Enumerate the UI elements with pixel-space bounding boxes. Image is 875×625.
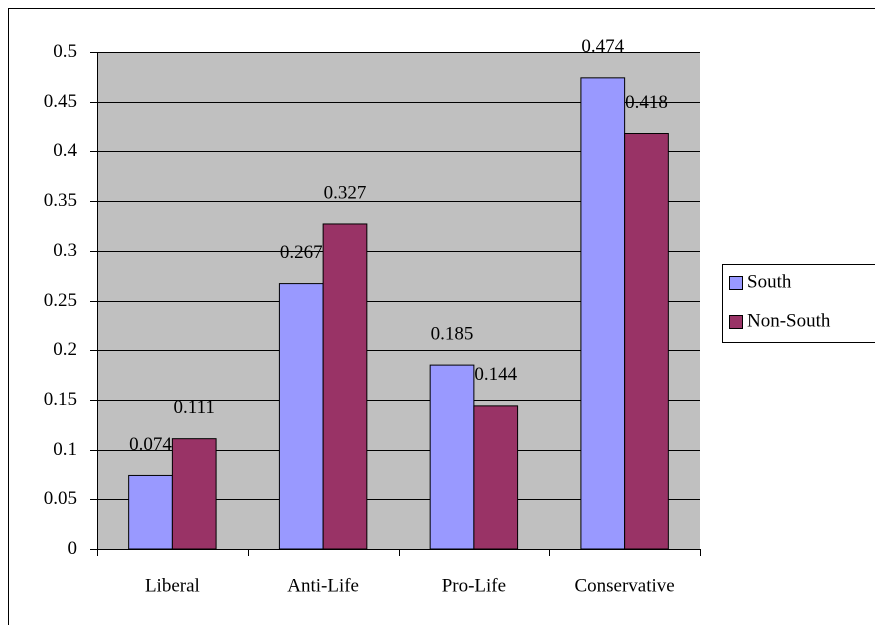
value-label: 0.185: [431, 323, 474, 344]
x-tick-label: Liberal: [145, 575, 200, 596]
value-label: 0.111: [174, 397, 215, 418]
bar: [429, 364, 475, 550]
bar: [580, 77, 626, 550]
bar: [322, 223, 368, 550]
value-label: 0.418: [625, 92, 668, 113]
x-tick-label: Conservative: [574, 575, 674, 596]
value-label: 0.144: [474, 364, 517, 385]
bar: [128, 474, 173, 550]
y-tick-label: 0.4: [53, 140, 77, 161]
y-tick-label: 0: [68, 538, 78, 559]
value-label: 0.327: [324, 182, 367, 203]
x-tick-label: Pro-Life: [442, 575, 506, 596]
legend-box: [722, 264, 875, 343]
y-tick-label: 0.2: [53, 339, 77, 360]
y-tick-label: 0.35: [44, 190, 77, 211]
legend-swatch: [729, 276, 743, 290]
x-tick-label: Anti-Life: [287, 575, 359, 596]
y-tick-label: 0.1: [53, 439, 77, 460]
y-tick-label: 0.5: [53, 41, 77, 62]
bar: [278, 283, 324, 550]
y-tick-label: 0.05: [44, 488, 77, 509]
value-label: 0.074: [129, 434, 172, 455]
bar: [171, 438, 217, 550]
y-tick-label: 0.3: [53, 240, 77, 261]
legend-swatch: [729, 315, 743, 329]
y-tick-label: 0.45: [44, 91, 77, 112]
y-tick-label: 0.15: [44, 389, 77, 410]
y-tick-label: 0.25: [44, 290, 77, 311]
legend-label: South: [747, 271, 792, 292]
legend-label: Non-South: [747, 310, 831, 331]
bar: [624, 133, 669, 550]
value-label: 0.267: [280, 242, 323, 263]
value-label: 0.474: [581, 36, 624, 57]
bar: [473, 405, 519, 550]
